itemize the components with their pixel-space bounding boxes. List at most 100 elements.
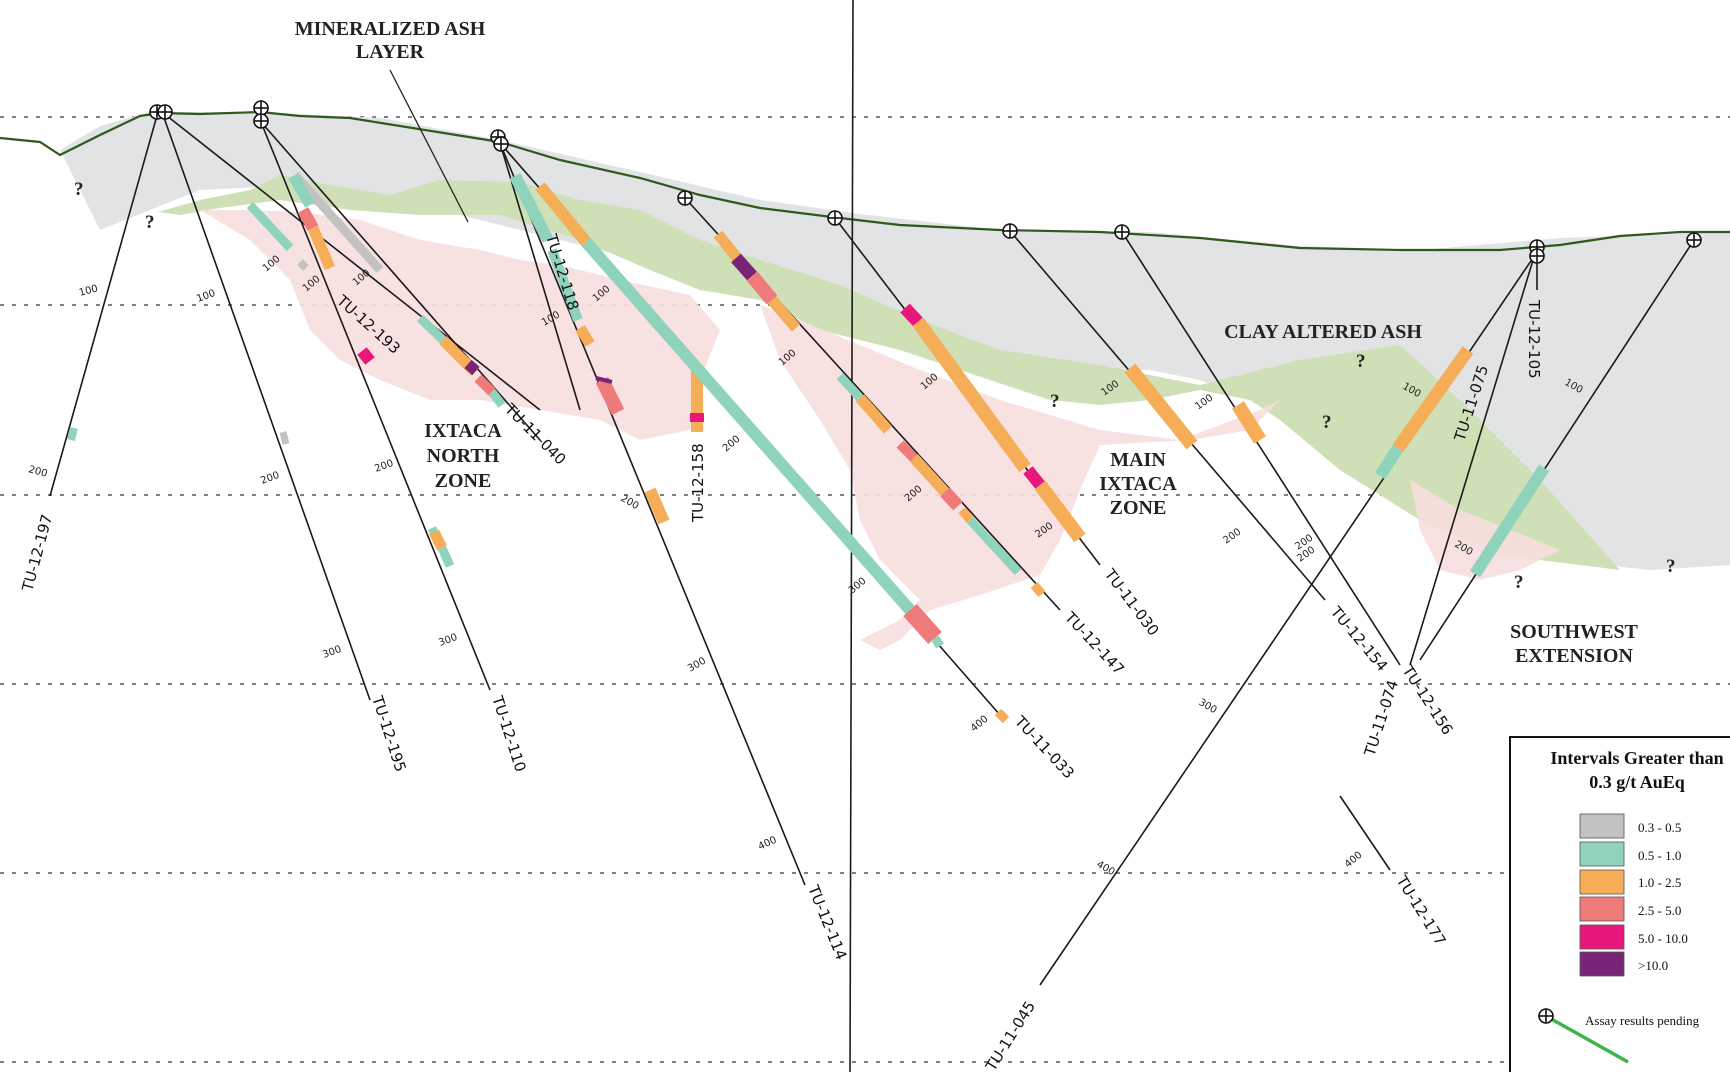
svg-text:400: 400 [1095, 859, 1117, 878]
trace-tu12197 [49, 111, 159, 497]
trace-tu12195 [161, 111, 371, 701]
svg-text:200: 200 [1221, 526, 1243, 546]
svg-text:5.0 - 10.0: 5.0 - 10.0 [1638, 931, 1688, 946]
southwest-extension-label-2: EXTENSION [1515, 645, 1633, 667]
collar-icon [827, 210, 843, 226]
svg-text:200: 200 [259, 470, 281, 487]
hole-label-tu12114: TU-12-114 [804, 882, 851, 963]
hole-label-tu12195: TU-12-195 [368, 693, 410, 774]
legend-item: 1.0 - 2.5 [1579, 869, 1681, 895]
svg-text:0.3 - 0.5: 0.3 - 0.5 [1638, 820, 1681, 835]
hole-label-tu12197: TU-12-197 [18, 512, 56, 594]
legend-swatch [1579, 813, 1625, 839]
collar-icon [1529, 248, 1545, 264]
hole-label-tu12154: TU-12-154 [1326, 602, 1391, 675]
collar-icon [1114, 224, 1130, 240]
svg-text:200: 200 [27, 464, 48, 480]
legend-pending-item: Assay results pending [1538, 1008, 1700, 1064]
svg-text:200: 200 [619, 493, 641, 512]
trace-tu12110 [260, 121, 491, 691]
question-mark: ? [1322, 412, 1332, 433]
question-mark: ? [1666, 556, 1676, 577]
southwest-extension-zone [1410, 480, 1560, 580]
legend-item: 5.0 - 10.0 [1579, 924, 1688, 950]
collar-icon [1002, 223, 1018, 239]
legend-swatch [1579, 896, 1625, 922]
legend-title-2: 0.3 g/t AuEq [1589, 772, 1685, 792]
svg-text:400: 400 [969, 714, 991, 735]
hole-label-tu11045: TU-11-045 [982, 998, 1039, 1072]
hole-label-tu12147: TU-12-147 [1060, 608, 1128, 679]
hole-label-tu12177: TU-12-177 [1392, 872, 1449, 949]
svg-text:200: 200 [373, 458, 395, 475]
trace-tu12193 [161, 111, 541, 411]
legend-swatch [1579, 869, 1625, 895]
zone-labels: MINERALIZED ASH LAYER CLAY ALTERED ASH I… [295, 18, 1639, 667]
trace-tu12118 [499, 142, 581, 411]
svg-text:300: 300 [321, 644, 343, 661]
hole-label-tu11033: TU-11-033 [1010, 712, 1078, 783]
assay-intervals [67, 171, 1550, 724]
svg-text:2.5 - 5.0: 2.5 - 5.0 [1638, 903, 1681, 918]
collar-icon [253, 113, 269, 129]
ixtaca-north-label-2: NORTH [427, 445, 500, 467]
pending-line [1545, 1014, 1629, 1064]
label-leader-line [389, 69, 469, 223]
question-mark: ? [1356, 351, 1366, 372]
main-ixtaca-label-3: ZONE [1110, 497, 1167, 519]
legend-swatch [1579, 951, 1625, 977]
collar-icon [493, 136, 509, 152]
trace-tu12177 [1419, 239, 1695, 661]
mineralized-ash-label-2: LAYER [356, 41, 425, 63]
trace-tu11074 [1409, 246, 1538, 666]
hole-label-tu12105: TU-12-105 [1525, 299, 1543, 379]
legend-item: >10.0 [1579, 951, 1668, 977]
svg-text:100: 100 [195, 288, 217, 305]
svg-text:400: 400 [1343, 850, 1365, 871]
svg-text:300: 300 [1197, 697, 1219, 716]
legend-swatch [1579, 924, 1625, 950]
svg-text:100: 100 [1193, 392, 1215, 412]
mineralized-ash-label-1: MINERALIZED ASH [295, 18, 486, 40]
hole-label-tu12110: TU-12-110 [488, 693, 530, 774]
collar-icon [1686, 232, 1702, 248]
uncertainty-marks: ? ? ? ? ? ? ? [74, 179, 1676, 593]
svg-text:>10.0: >10.0 [1638, 958, 1668, 973]
question-mark: ? [74, 179, 84, 200]
trace-tu12114 [499, 142, 806, 886]
main-ixtaca-label-1: MAIN [1110, 449, 1166, 471]
collar-icon [253, 100, 269, 116]
svg-text:300: 300 [847, 576, 869, 597]
main-ixtaca-label-2: IXTACA [1099, 473, 1177, 495]
hole-label-tu11074: TU-11-074 [1360, 678, 1402, 759]
geology-zones [60, 112, 1730, 650]
collar-symbols [149, 100, 1702, 264]
svg-text:1.0 - 2.5: 1.0 - 2.5 [1638, 875, 1681, 890]
main-ixtaca-zone [760, 305, 1280, 650]
collar-icon [1538, 1008, 1554, 1024]
ixtaca-north-label-3: ZONE [435, 470, 492, 492]
trace-tu12177-lower [1339, 795, 1391, 871]
hole-label-tu11030: TU-11-030 [1100, 565, 1162, 639]
svg-text:200: 200 [721, 434, 743, 455]
question-mark: ? [1050, 391, 1060, 412]
hole-label-tu12156: TU-12-156 [1398, 662, 1456, 739]
svg-text:100: 100 [78, 283, 99, 299]
pending-label: Assay results pending [1585, 1013, 1700, 1028]
svg-text:0.5 - 1.0: 0.5 - 1.0 [1638, 848, 1681, 863]
legend-item: 0.5 - 1.0 [1579, 841, 1681, 867]
legend-title-1: Intervals Greater than [1550, 748, 1723, 768]
southwest-extension-label-1: SOUTHWEST [1510, 621, 1638, 643]
hole-label-tu12158: TU-12-158 [689, 443, 707, 523]
svg-text:300: 300 [686, 656, 708, 675]
legend: Intervals Greater than 0.3 g/t AuEq 0.3 … [1509, 736, 1730, 1072]
legend-swatch [1579, 841, 1625, 867]
question-mark: ? [145, 212, 155, 233]
collar-icon [157, 104, 173, 120]
clay-altered-ash-label: CLAY ALTERED ASH [1224, 321, 1422, 343]
legend-item: 2.5 - 5.0 [1579, 896, 1681, 922]
question-mark: ? [1514, 572, 1524, 593]
collar-icon [677, 190, 693, 206]
trace-tu12156 [1121, 231, 1401, 666]
